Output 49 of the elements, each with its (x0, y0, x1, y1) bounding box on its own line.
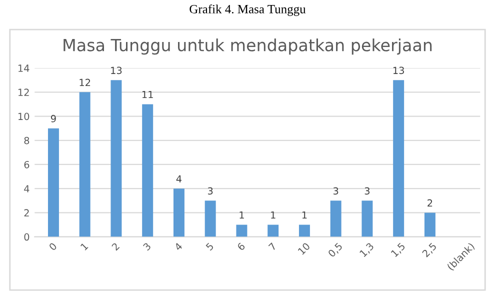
bar (424, 212, 436, 237)
x-tick-label: 6 (236, 242, 246, 251)
data-label: 1 (240, 211, 244, 219)
y-tick-label: 4 (24, 185, 30, 192)
y-tick-label: 14 (18, 64, 30, 72)
data-label: 13 (111, 66, 122, 74)
data-label: 1 (271, 211, 276, 219)
x-tick-label: 1,5 (390, 242, 406, 258)
data-label: 2 (428, 199, 432, 207)
x-tick-label: 0 (48, 242, 58, 251)
bar (48, 128, 59, 237)
bar (79, 92, 90, 237)
data-label: 4 (176, 175, 182, 182)
bar (268, 224, 279, 237)
data-label: 3 (208, 187, 213, 195)
x-tick-label: 3 (142, 242, 152, 251)
bar (142, 104, 154, 237)
x-tick-label: 4 (174, 242, 183, 251)
bar (110, 80, 122, 237)
data-label: 1 (302, 211, 307, 219)
bar (236, 224, 248, 237)
x-tick-label: 5 (206, 242, 214, 251)
data-label: 12 (80, 78, 90, 86)
y-tick-label: 8 (24, 136, 30, 144)
bar (298, 224, 310, 237)
x-tick-label: 2,5 (422, 242, 438, 258)
bar (330, 200, 342, 237)
y-tick-label: 0 (24, 233, 30, 241)
y-tick-label: 2 (24, 209, 29, 216)
bar (173, 188, 184, 237)
x-tick-label: 10 (298, 242, 310, 255)
bar (393, 80, 404, 237)
y-tick-label: 10 (18, 112, 30, 120)
bar (362, 200, 373, 237)
data-label: 13 (393, 66, 404, 74)
data-label: 3 (333, 187, 338, 195)
data-label: 3 (364, 187, 370, 195)
data-label: 11 (142, 90, 153, 98)
chart-title: Masa Tunggu untuk mendapatkan pekerjaan (64, 38, 432, 55)
x-tick-label: 1 (80, 242, 88, 251)
y-tick-label: 12 (18, 88, 29, 96)
data-label: 9 (50, 114, 56, 122)
x-tick-label: 2 (111, 242, 120, 251)
x-tick-label: 1,3 (359, 242, 375, 258)
x-tick-label: 7 (268, 242, 277, 251)
text: Grafik 4. Masa Tunggu (190, 4, 306, 16)
x-tick-label: 0,5 (328, 242, 344, 258)
bar (204, 200, 216, 237)
y-tick-label: 6 (24, 160, 30, 168)
